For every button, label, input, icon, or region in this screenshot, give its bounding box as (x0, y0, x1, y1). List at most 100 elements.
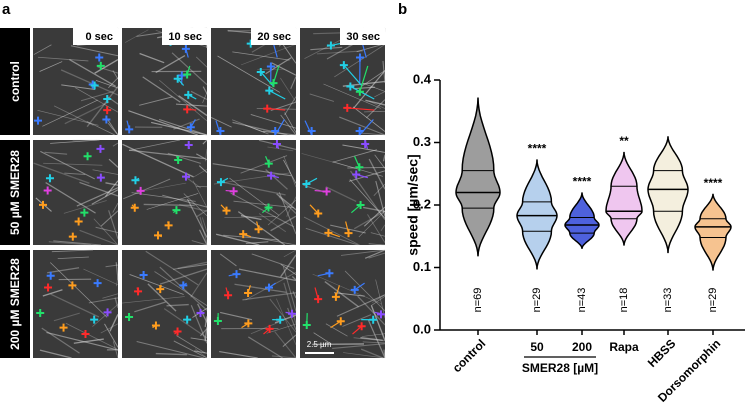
filament (233, 200, 294, 208)
tracked-spot (314, 295, 323, 304)
filament (276, 298, 297, 346)
filament (159, 268, 208, 285)
y-tick-label: 0.0 (413, 321, 431, 336)
tracked-spot (44, 283, 53, 292)
tracked-spot (355, 53, 364, 62)
filament (100, 323, 119, 334)
row-label-bar (0, 250, 30, 358)
filament (224, 216, 277, 218)
filament (70, 45, 119, 57)
tracked-spot (68, 281, 77, 290)
filament (363, 206, 386, 227)
row-label: control (8, 61, 22, 102)
filament (290, 76, 297, 90)
n-label: n=29 (707, 288, 719, 313)
panel-label: a (2, 1, 11, 18)
filament (382, 154, 386, 162)
filament (64, 101, 110, 125)
y-tick-label: 0.1 (413, 259, 431, 274)
filament (69, 58, 116, 87)
filament (95, 226, 119, 234)
tracked-spot (302, 180, 311, 189)
filament (198, 229, 208, 246)
filament (104, 323, 119, 348)
tracked-spot (272, 140, 281, 148)
filament (204, 326, 208, 342)
tracked-spot (357, 322, 366, 331)
filament (48, 241, 92, 246)
tracked-spot (266, 62, 275, 71)
tracked-spot (369, 315, 378, 324)
filament (265, 169, 288, 190)
tracked-spot (181, 44, 190, 53)
filament (194, 348, 208, 359)
tracked-spot (81, 330, 90, 339)
tracked-spot (173, 327, 182, 336)
filament (44, 151, 68, 155)
tracked-spot (183, 70, 192, 79)
filament (357, 295, 386, 326)
micrograph-bg (33, 28, 118, 135)
track (354, 282, 365, 291)
tracked-spot (244, 288, 253, 297)
tracked-spot (256, 67, 265, 76)
filament (353, 337, 386, 342)
filament (219, 253, 237, 267)
filament (65, 322, 118, 350)
filament (108, 77, 119, 89)
filament (267, 146, 294, 152)
filament (123, 178, 171, 200)
filament (53, 240, 102, 246)
filament (360, 348, 384, 359)
filament (201, 217, 208, 233)
filament (73, 338, 104, 344)
micrograph-bg (211, 28, 296, 135)
track (350, 204, 361, 214)
filament (360, 337, 383, 341)
tracked-spot (302, 321, 311, 330)
filament (309, 93, 335, 102)
filament (271, 62, 297, 76)
filament (267, 199, 297, 226)
x-tick-label: Rapa (609, 340, 639, 354)
tracked-spot (355, 87, 364, 96)
tracked-spot (139, 270, 148, 279)
micrograph (300, 27, 386, 136)
row-label-bar (0, 28, 30, 135)
micrograph (33, 27, 119, 136)
filament (250, 321, 279, 335)
filament (240, 155, 288, 174)
tracked-spot (346, 82, 355, 91)
filament (305, 227, 359, 246)
significance: **** (528, 142, 547, 156)
track (359, 119, 374, 136)
micrograph-bg (300, 28, 385, 135)
filament (383, 349, 386, 359)
filament (374, 91, 386, 98)
filament (129, 149, 205, 160)
track (343, 64, 363, 86)
filament (139, 96, 173, 106)
micrograph-bg (122, 250, 207, 358)
filament (368, 158, 386, 190)
filament (86, 86, 119, 128)
time-label-box (340, 28, 385, 45)
filament (43, 162, 103, 166)
filament (50, 293, 100, 318)
tracked-spot (356, 200, 365, 209)
filament (95, 79, 119, 89)
x-tick-label: HBSS (645, 336, 678, 369)
filament (94, 58, 119, 74)
filament (364, 249, 386, 259)
filament (323, 83, 382, 109)
filament (365, 99, 386, 106)
violin (455, 97, 501, 257)
tracked-spot (224, 291, 233, 300)
violin (694, 193, 732, 271)
filament (121, 296, 185, 304)
filament (166, 303, 189, 307)
filament (232, 51, 290, 61)
filament (108, 210, 119, 240)
filament (199, 216, 208, 244)
micrograph-bg (122, 140, 207, 245)
